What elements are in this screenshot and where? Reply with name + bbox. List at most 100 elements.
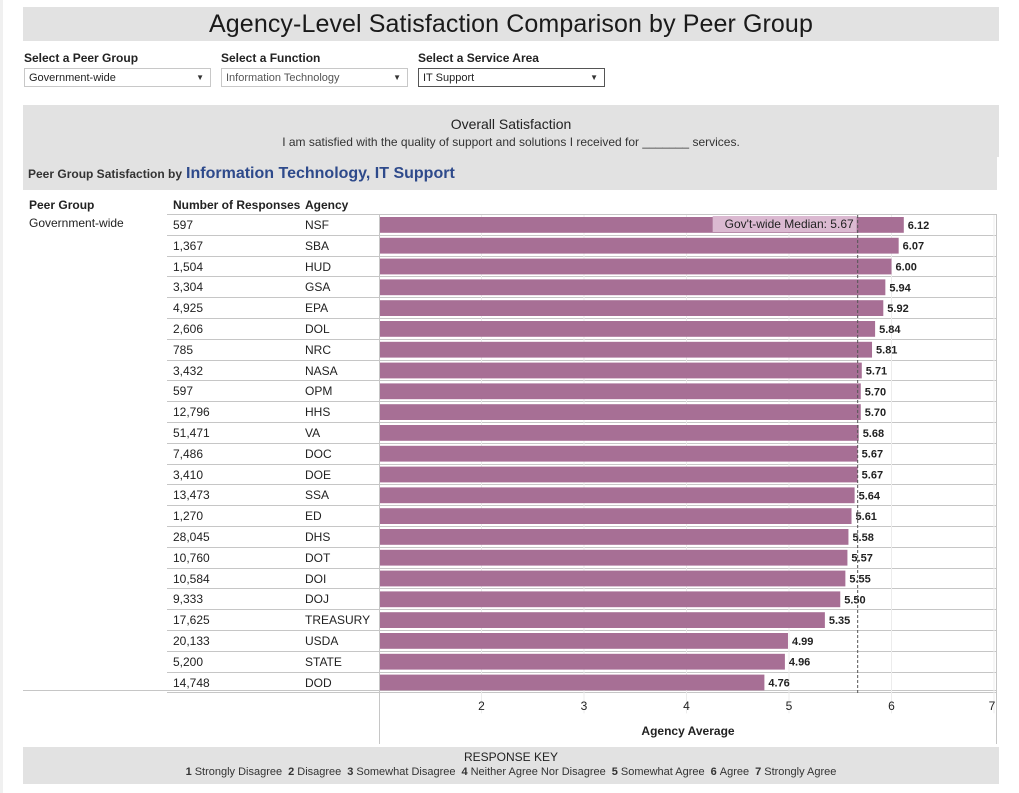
agency-name: DOL bbox=[305, 321, 330, 336]
response-key-label: Neither Agree Nor Disagree bbox=[470, 766, 606, 778]
response-count: 597 bbox=[173, 384, 194, 399]
agency-name: OPM bbox=[305, 384, 333, 399]
dropdown-arrow-icon: ▼ bbox=[393, 73, 401, 82]
peer-group-header: Peer Group Satisfaction by Information T… bbox=[23, 157, 997, 190]
table-row: 14,748 DOD bbox=[167, 673, 997, 694]
chart-right-border bbox=[996, 214, 997, 744]
agency-name: HHS bbox=[305, 405, 331, 420]
column-header-responses: Number of Responses bbox=[173, 198, 301, 212]
x-tick-label: 6 bbox=[888, 699, 895, 713]
response-key-item: 1 Strongly Disagree bbox=[186, 766, 283, 778]
function-filter: Select a Function Information Technology… bbox=[221, 51, 408, 87]
response-count: 12,796 bbox=[173, 405, 210, 420]
response-count: 17,625 bbox=[173, 613, 210, 628]
response-key-items: 1 Strongly Disagree 2 Disagree 3 Somewhat Dis… bbox=[23, 766, 999, 778]
response-count: 28,045 bbox=[173, 529, 210, 544]
response-key-number: 4 bbox=[461, 766, 468, 778]
title-bar: Agency-Level Satisfaction Comparison by … bbox=[23, 7, 999, 41]
agency-name: GSA bbox=[305, 280, 331, 295]
response-key-label: Strongly Agree bbox=[764, 766, 837, 778]
response-key-item: 3 Somewhat Disagree bbox=[347, 766, 455, 778]
response-key-item: 4 Neither Agree Nor Disagree bbox=[461, 766, 605, 778]
response-count: 7,486 bbox=[173, 446, 204, 461]
peer-group-filter: Select a Peer Group Government-wide ▼ bbox=[24, 51, 211, 87]
table-row: 9,333 DOJ bbox=[167, 589, 997, 611]
response-count: 1,270 bbox=[173, 509, 204, 524]
x-tick-label: 4 bbox=[683, 699, 690, 713]
service-area-value: IT Support bbox=[423, 71, 475, 84]
response-count: 10,584 bbox=[173, 571, 210, 586]
table-row: 3,410 DOE bbox=[167, 465, 997, 486]
table-top-border bbox=[167, 214, 997, 215]
table-row: 597 OPM bbox=[167, 381, 997, 403]
response-key-panel: RESPONSE KEY 1 Strongly Disagree 2 Disagree… bbox=[23, 747, 999, 784]
table-row: 597 NSF bbox=[167, 215, 997, 236]
table-row: 13,473 SSA bbox=[167, 485, 997, 507]
response-key-item: 6 Agree bbox=[711, 766, 749, 778]
response-count: 1,367 bbox=[173, 238, 204, 253]
agency-name: HUD bbox=[305, 259, 331, 274]
function-filter-label: Select a Function bbox=[221, 51, 321, 65]
table-row: 3,304 GSA bbox=[167, 277, 997, 299]
agency-name: NSF bbox=[305, 218, 329, 232]
response-key-number: 1 bbox=[185, 766, 192, 778]
response-key-number: 5 bbox=[611, 766, 618, 778]
response-count: 4,925 bbox=[173, 301, 204, 316]
agency-name: DOJ bbox=[305, 592, 329, 607]
agency-name: DOT bbox=[305, 550, 331, 565]
agency-name: NASA bbox=[305, 363, 338, 378]
service-area-filter: Select a Service Area IT Support ▼ bbox=[418, 51, 605, 87]
overall-satisfaction-panel: Overall Satisfaction I am satisfied with… bbox=[23, 105, 999, 157]
agency-name: STATE bbox=[305, 654, 342, 669]
table-row: 12,796 HHS bbox=[167, 402, 997, 423]
service-area-filter-label: Select a Service Area bbox=[418, 51, 539, 65]
function-value: Information Technology bbox=[226, 71, 340, 84]
table-row: 5,200 STATE bbox=[167, 652, 997, 673]
response-key-number: 7 bbox=[755, 766, 762, 778]
response-count: 20,133 bbox=[173, 633, 210, 648]
response-count: 2,606 bbox=[173, 321, 204, 336]
chart-left-border bbox=[379, 214, 380, 744]
table-row: 1,367 SBA bbox=[167, 236, 997, 257]
peer-group-dropdown[interactable]: Government-wide ▼ bbox=[24, 68, 211, 87]
dropdown-arrow-icon: ▼ bbox=[196, 73, 204, 82]
agency-name: ED bbox=[305, 509, 322, 524]
table-row: 17,625 TREASURY bbox=[167, 610, 997, 631]
response-key-label: Strongly Disagree bbox=[194, 766, 283, 778]
agency-name: DOD bbox=[305, 675, 332, 690]
response-key-label: Agree bbox=[719, 766, 750, 778]
response-key-number: 3 bbox=[347, 766, 354, 778]
peer-group-cell: Government-wide bbox=[29, 216, 124, 230]
left-edge-strip bbox=[0, 0, 3, 793]
table-row: 28,045 DHS bbox=[167, 527, 997, 548]
function-dropdown[interactable]: Information Technology ▼ bbox=[221, 68, 408, 87]
response-count: 14,748 bbox=[173, 675, 210, 690]
table-row: 51,471 VA bbox=[167, 423, 997, 444]
response-count: 3,410 bbox=[173, 467, 204, 482]
table-bottom-border bbox=[23, 690, 997, 691]
service-area-dropdown[interactable]: IT Support ▼ bbox=[418, 68, 605, 87]
response-key-label: Somewhat Agree bbox=[620, 766, 705, 778]
response-count: 785 bbox=[173, 342, 194, 357]
response-key-item: 2 Disagree bbox=[288, 766, 341, 778]
agency-name: TREASURY bbox=[305, 613, 371, 628]
response-count: 3,432 bbox=[173, 363, 204, 378]
response-key-number: 2 bbox=[288, 766, 295, 778]
response-key-title: RESPONSE KEY bbox=[463, 750, 559, 764]
peer-group-filter-label: Select a Peer Group bbox=[24, 51, 139, 65]
response-count: 9,333 bbox=[173, 592, 204, 607]
agency-name: DOE bbox=[305, 467, 332, 482]
overall-question: I am satisfied with the quality of suppo… bbox=[282, 135, 740, 149]
agency-rows: 597 NSF 1,367 SBA 1,504 HUD 3,304 GSA 4,925 EPA 2,… bbox=[167, 215, 997, 694]
agency-name: DOC bbox=[305, 446, 332, 461]
response-count: 1,504 bbox=[173, 259, 204, 274]
table-row: 2,606 DOL bbox=[167, 319, 997, 340]
table-row: 10,760 DOT bbox=[167, 548, 997, 569]
agency-name: DOI bbox=[305, 571, 327, 586]
agency-name: USDA bbox=[305, 633, 339, 648]
agency-name: SBA bbox=[305, 238, 330, 253]
table-row: 20,133 USDA bbox=[167, 631, 997, 652]
agency-name: NRC bbox=[305, 342, 331, 357]
response-key-item: 7 Strongly Agree bbox=[755, 766, 836, 778]
overall-title: Overall Satisfaction bbox=[450, 116, 572, 132]
